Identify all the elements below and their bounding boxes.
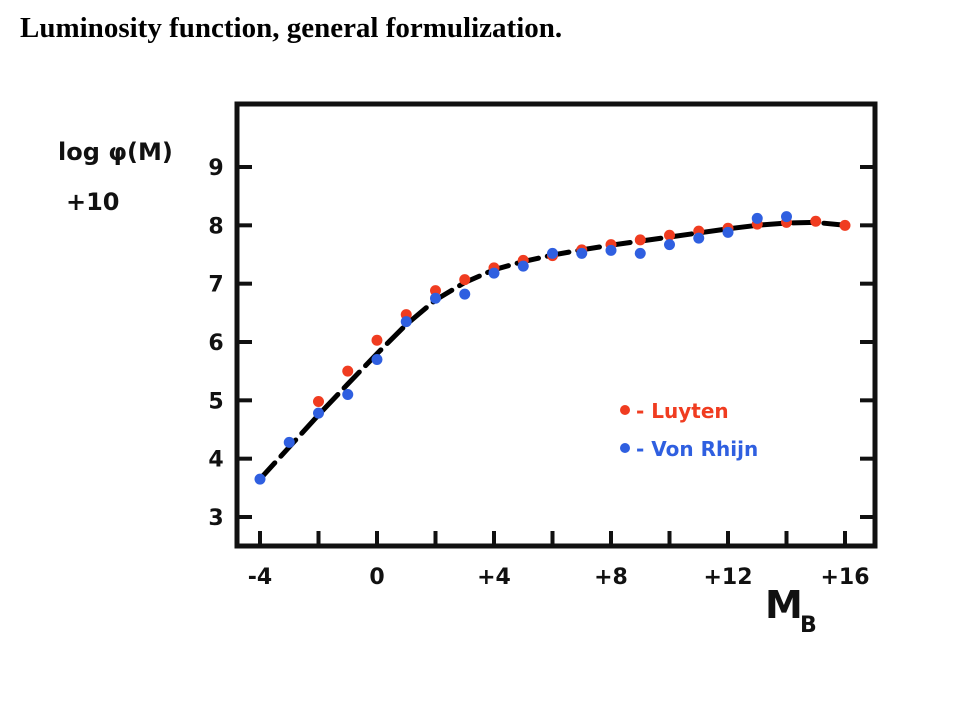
point-luyten [810, 215, 822, 227]
point-von-rhijn [430, 292, 441, 304]
point-von-rhijn [664, 239, 675, 251]
y-tick-label: 9 [208, 156, 223, 181]
point-von-rhijn [313, 407, 324, 419]
point-von-rhijn [400, 316, 412, 328]
data-points [254, 211, 851, 485]
legend: - Luyten - Von Rhijn [620, 399, 758, 461]
y-tick-label: 7 [208, 273, 223, 298]
y-tick-label: 5 [208, 389, 223, 414]
point-luyten [634, 234, 646, 246]
point-luyten [459, 274, 471, 286]
y-axis-label-line1: log φ(M) [58, 138, 173, 166]
point-luyten [839, 219, 851, 231]
x-tick-label: 0 [369, 565, 384, 590]
legend-marker-luyten [620, 405, 630, 415]
tick-labels: -4 0 +4 +8 +12 +16 3 4 5 6 7 8 9 [208, 156, 869, 590]
point-von-rhijn [781, 211, 792, 223]
point-luyten [313, 396, 324, 407]
tick-marks [237, 165, 875, 546]
point-von-rhijn [693, 232, 705, 244]
legend-label-luyten: - Luyten [636, 399, 729, 423]
point-von-rhijn [283, 436, 295, 448]
x-axis-label: M [765, 583, 803, 627]
y-tick-label: 6 [208, 331, 223, 356]
y-tick-label: 3 [208, 506, 223, 531]
point-von-rhijn [547, 247, 558, 259]
point-luyten [342, 365, 354, 377]
y-tick-label: 4 [208, 448, 223, 473]
plot-frame [234, 101, 878, 549]
x-tick-label: +4 [477, 565, 511, 590]
point-von-rhijn [254, 473, 266, 485]
y-tick-label: 8 [208, 214, 223, 239]
x-tick-label: +16 [820, 565, 869, 590]
point-von-rhijn [576, 247, 588, 259]
point-von-rhijn [751, 212, 763, 224]
x-tick-label: +12 [703, 565, 752, 590]
x-axis-label-subscript: B [800, 613, 817, 638]
slide-title: Luminosity function, general formulizati… [20, 12, 563, 44]
point-von-rhijn [517, 260, 529, 272]
x-tick-label: +8 [594, 565, 628, 590]
point-von-rhijn [634, 247, 646, 259]
point-von-rhijn [605, 244, 617, 256]
x-tick-label: -4 [248, 565, 272, 590]
point-luyten [664, 229, 675, 241]
point-luyten [430, 285, 441, 297]
point-von-rhijn [459, 288, 471, 300]
legend-marker-von-rhijn [620, 443, 630, 453]
point-von-rhijn [488, 267, 500, 279]
point-von-rhijn [722, 226, 734, 238]
y-axis-label-line2: +10 [66, 188, 120, 216]
point-von-rhijn [371, 354, 383, 365]
point-von-rhijn [342, 389, 354, 400]
legend-label-von-rhijn: - Von Rhijn [636, 437, 758, 461]
point-luyten [371, 334, 383, 346]
